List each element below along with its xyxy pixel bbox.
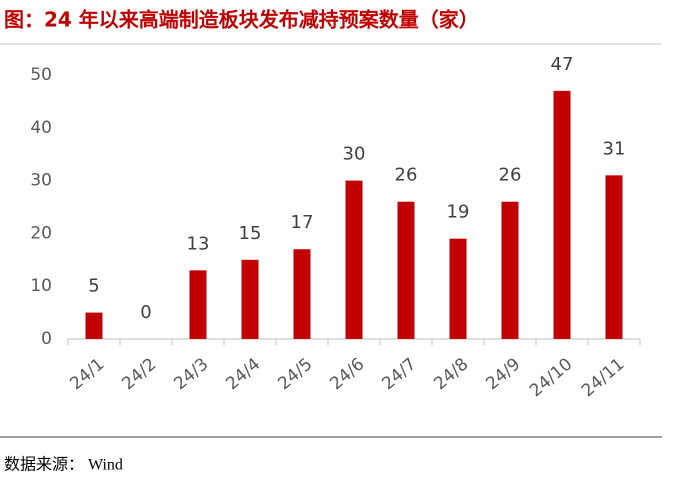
y-tick-label: 40 <box>30 118 52 138</box>
bar <box>241 259 259 339</box>
x-tick-label: 24/1 <box>66 354 108 394</box>
x-tick-label: 24/4 <box>222 354 264 394</box>
bar <box>553 90 571 339</box>
bar <box>345 180 363 339</box>
x-tick-label: 24/3 <box>170 354 212 394</box>
x-tick-label: 24/5 <box>274 354 316 394</box>
y-tick-label: 10 <box>30 276 52 296</box>
bar <box>397 201 415 339</box>
value-label: 0 <box>140 302 151 323</box>
y-tick-label: 50 <box>30 65 52 85</box>
y-tick-label: 0 <box>41 329 52 349</box>
value-label: 47 <box>551 54 574 75</box>
bar <box>85 312 103 339</box>
x-tick-label: 24/7 <box>378 354 420 394</box>
bar <box>449 238 467 339</box>
source-note: 数据来源： Wind <box>4 456 123 474</box>
x-tick-label: 24/9 <box>482 354 524 394</box>
value-label: 31 <box>603 138 626 159</box>
y-tick-label: 30 <box>30 171 52 191</box>
x-tick-label: 24/11 <box>578 354 628 401</box>
value-label: 5 <box>88 276 99 297</box>
value-label: 19 <box>447 202 470 223</box>
value-label: 15 <box>239 223 262 244</box>
value-label: 17 <box>291 212 314 233</box>
bar <box>189 270 207 339</box>
y-tick-label: 20 <box>30 223 52 243</box>
x-tick-label: 24/2 <box>118 354 160 394</box>
x-tick-label: 24/10 <box>526 354 576 401</box>
value-label: 26 <box>499 165 522 186</box>
bar <box>501 201 519 339</box>
value-label: 13 <box>187 233 210 254</box>
value-label: 30 <box>343 144 366 165</box>
bar <box>605 175 623 339</box>
chart-title: 图：24 年以来高端制造板块发布减持预案数量（家） <box>4 8 479 32</box>
bar <box>293 249 311 339</box>
x-tick-label: 24/8 <box>430 354 472 394</box>
value-label: 26 <box>395 165 418 186</box>
x-tick-label: 24/6 <box>326 354 368 394</box>
